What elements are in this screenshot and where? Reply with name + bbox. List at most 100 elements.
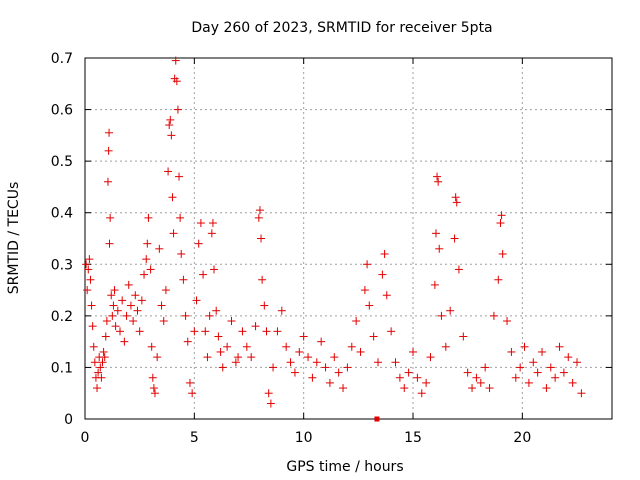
data-point xyxy=(147,342,156,351)
data-point xyxy=(450,234,459,243)
data-point xyxy=(507,347,516,356)
data-point xyxy=(149,384,158,393)
data-point xyxy=(175,172,184,181)
data-point xyxy=(430,280,439,289)
data-point xyxy=(88,322,97,331)
data-point xyxy=(105,239,114,248)
data-point xyxy=(282,342,291,351)
data-point xyxy=(212,306,221,315)
data-point xyxy=(161,286,170,295)
data-point xyxy=(382,291,391,300)
data-point xyxy=(391,358,400,367)
y-tick-label: 0.4 xyxy=(51,206,73,222)
data-point xyxy=(374,358,383,367)
data-point xyxy=(454,265,463,274)
data-point xyxy=(434,177,443,186)
data-point xyxy=(363,260,372,269)
data-point xyxy=(312,358,321,367)
data-point xyxy=(99,347,108,356)
data-point xyxy=(468,384,477,393)
chart-title: Day 260 of 2023, SRMTID for receiver 5pt… xyxy=(191,20,492,36)
data-point xyxy=(214,332,223,341)
data-point xyxy=(378,270,387,279)
data-point xyxy=(433,172,442,181)
data-point xyxy=(111,322,120,331)
data-point xyxy=(564,353,573,362)
data-point xyxy=(87,301,96,310)
data-point xyxy=(90,358,99,367)
data-point xyxy=(146,265,155,274)
data-point xyxy=(205,311,214,320)
data-point xyxy=(97,373,106,382)
data-point xyxy=(577,389,586,398)
data-point xyxy=(529,358,538,367)
data-point xyxy=(231,358,240,367)
data-point xyxy=(135,327,144,336)
data-point xyxy=(98,358,107,367)
data-point xyxy=(102,317,111,326)
data-point xyxy=(172,77,181,86)
data-point xyxy=(82,260,91,269)
data-point xyxy=(251,322,260,331)
data-point xyxy=(159,317,168,326)
data-point xyxy=(538,347,547,356)
data-point xyxy=(437,311,446,320)
data-point xyxy=(177,249,186,258)
data-point xyxy=(264,389,273,398)
data-point xyxy=(85,255,94,264)
data-point xyxy=(153,353,162,362)
data-point xyxy=(308,373,317,382)
data-point xyxy=(542,384,551,393)
data-point xyxy=(84,265,93,274)
data-point xyxy=(96,363,105,372)
data-point xyxy=(485,384,494,393)
data-point xyxy=(101,332,110,341)
data-point xyxy=(330,353,339,362)
data-point xyxy=(496,219,505,228)
data-point xyxy=(290,368,299,377)
data-point xyxy=(190,327,199,336)
data-point xyxy=(498,249,507,258)
data-point xyxy=(446,306,455,315)
data-point xyxy=(108,311,117,320)
data-point xyxy=(137,296,146,305)
data-point xyxy=(404,368,413,377)
y-axis-label: SRMTID / TECUs xyxy=(6,182,22,295)
data-point xyxy=(277,306,286,315)
data-point xyxy=(417,389,426,398)
data-point xyxy=(120,337,129,346)
data-point xyxy=(254,213,263,222)
data-point xyxy=(164,167,173,176)
data-point xyxy=(422,378,431,387)
data-point xyxy=(167,131,176,140)
data-point xyxy=(192,296,201,305)
data-point xyxy=(273,327,282,336)
data-point xyxy=(452,198,461,207)
y-tick-label: 0.6 xyxy=(51,103,73,119)
data-point xyxy=(218,363,227,372)
data-point xyxy=(524,378,533,387)
data-point xyxy=(555,342,564,351)
data-point xyxy=(260,301,269,310)
data-point xyxy=(321,363,330,372)
x-tick-label: 5 xyxy=(190,430,199,446)
data-point xyxy=(150,389,159,398)
data-point xyxy=(258,275,267,284)
data-point xyxy=(352,317,361,326)
data-point xyxy=(489,311,498,320)
data-point xyxy=(86,275,95,284)
data-point xyxy=(568,378,577,387)
data-point xyxy=(124,280,133,289)
data-point xyxy=(295,347,304,356)
data-point xyxy=(201,327,210,336)
data-point xyxy=(395,373,404,382)
data-point xyxy=(122,311,131,320)
data-point xyxy=(242,342,251,351)
data-point xyxy=(520,342,529,351)
data-point xyxy=(247,353,256,362)
data-point xyxy=(171,56,180,65)
data-point xyxy=(166,115,175,124)
data-point xyxy=(93,384,102,393)
data-point xyxy=(459,332,468,341)
data-point xyxy=(165,121,174,130)
